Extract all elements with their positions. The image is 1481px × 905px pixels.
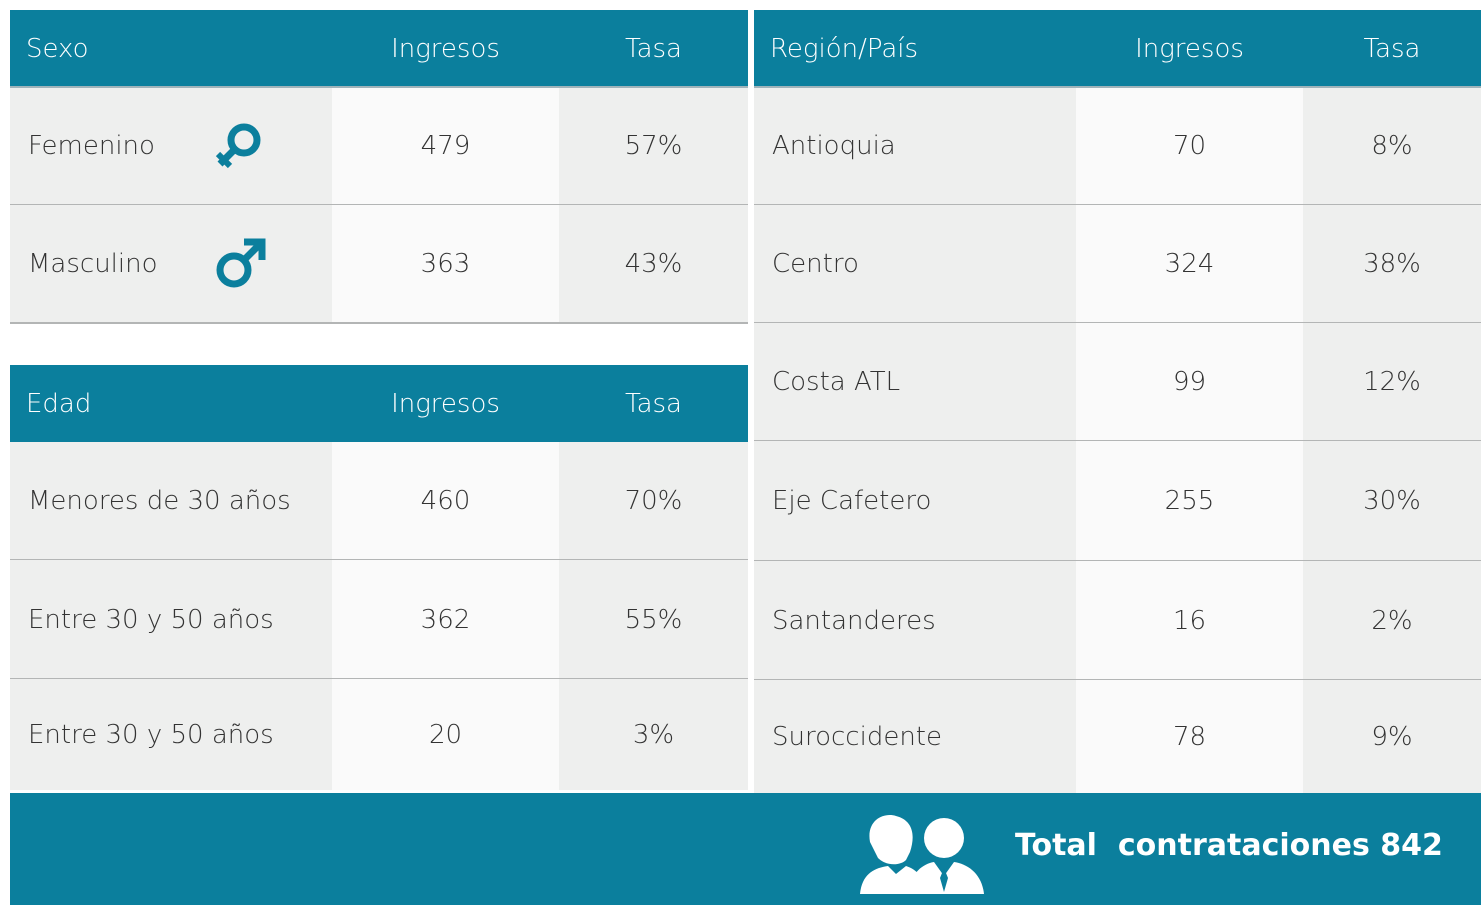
table-cell: 9% xyxy=(1303,680,1481,793)
table-cell: 78 xyxy=(1076,680,1303,793)
table-cell: Antioquia xyxy=(754,87,1076,205)
table-cell: Entre 30 y 50 años xyxy=(10,679,332,790)
table-cell: 363 xyxy=(332,205,559,323)
table-cell: 16 xyxy=(1076,561,1303,680)
header-row xyxy=(10,365,748,442)
female-icon xyxy=(215,123,261,169)
header-cell: Sexo xyxy=(26,33,89,64)
table-cell: 479 xyxy=(332,87,559,205)
table-cell: Entre 30 y 50 años xyxy=(10,560,332,679)
table-cell: 30% xyxy=(1303,441,1481,561)
table-cell: Femenino xyxy=(10,87,332,205)
people-icon xyxy=(860,815,984,894)
table-cell: Costa ATL xyxy=(754,323,1076,441)
header-cell: Ingresos xyxy=(391,388,500,419)
header-cell: Ingresos xyxy=(1135,33,1244,64)
header-cell: Ingresos xyxy=(391,33,500,64)
table-cell: 3% xyxy=(559,679,748,790)
table-cell: 324 xyxy=(1076,205,1303,323)
header-row xyxy=(10,10,748,87)
table-cell: 460 xyxy=(332,442,559,560)
header-cell: Tasa xyxy=(625,388,682,419)
footer-total: Total contrataciones 842 xyxy=(1015,828,1443,863)
table-cell: 43% xyxy=(559,205,748,323)
table-cell: Masculino xyxy=(10,205,332,323)
table-cell: Eje Cafetero xyxy=(754,441,1076,561)
table-cell: Menores de 30 años xyxy=(10,442,332,560)
table-cell: 362 xyxy=(332,560,559,679)
table-cell: 8% xyxy=(1303,87,1481,205)
table-cell: 70 xyxy=(1076,87,1303,205)
header-cell: Tasa xyxy=(625,33,682,64)
table-cell: 255 xyxy=(1076,441,1303,561)
header-cell: Tasa xyxy=(1363,33,1421,64)
header-cell: Edad xyxy=(26,388,92,419)
table-cell: Santanderes xyxy=(754,561,1076,680)
table-cell: 12% xyxy=(1303,323,1481,441)
table-cell: 20 xyxy=(332,679,559,790)
table-cell: 99 xyxy=(1076,323,1303,441)
table-cell: 70% xyxy=(559,442,748,560)
header-row xyxy=(754,10,1481,87)
table-cell: Centro xyxy=(754,205,1076,323)
table-cell: 57% xyxy=(559,87,748,205)
row-separator xyxy=(10,322,748,324)
table-cell: 55% xyxy=(559,560,748,679)
table-cell: 38% xyxy=(1303,205,1481,323)
table-cell: 2% xyxy=(1303,561,1481,680)
header-cell: Región/País xyxy=(770,33,919,64)
footer xyxy=(10,793,1481,905)
male-icon xyxy=(216,238,266,288)
table-cell: Suroccidente xyxy=(754,680,1076,793)
header-separator xyxy=(10,86,748,88)
header-separator xyxy=(754,86,1481,88)
